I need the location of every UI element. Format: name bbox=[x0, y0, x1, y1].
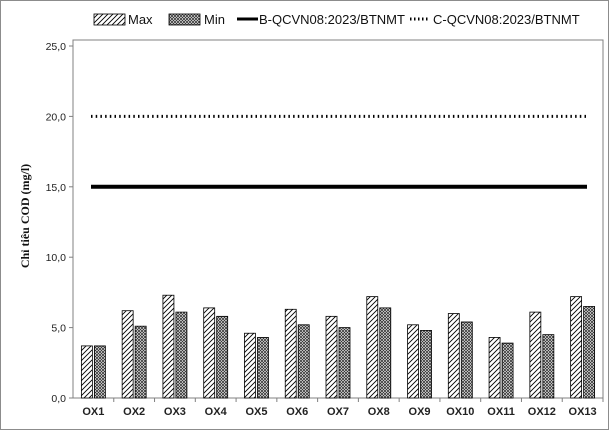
y-axis-title: Chỉ tiêu COD (mg/l) bbox=[18, 164, 32, 268]
bar-max-ox5 bbox=[244, 332, 256, 399]
bar-max-ox4 bbox=[203, 307, 216, 399]
x-axis: OX1 OX2 OX3 OX4 OX5 OX6 OX7 OX8 OX9 OX10 OX11 OX12 O… bbox=[82, 398, 604, 418]
bar-max-ox8 bbox=[366, 296, 379, 399]
bar-min-ox5 bbox=[257, 337, 269, 399]
x-tick-label-ox2: OX2 bbox=[123, 406, 145, 418]
legend-c-label: C-QCVN08:2023/BTNMT bbox=[433, 12, 580, 27]
legend: Max Min B-QCVN08:2023/BTNMT C-QCVN08:202… bbox=[93, 12, 580, 27]
legend-min-swatch bbox=[168, 13, 201, 26]
bar-min-ox11 bbox=[501, 342, 514, 399]
x-tick-label-ox6: OX6 bbox=[286, 406, 308, 418]
x-tick-label-ox12: OX12 bbox=[528, 406, 556, 418]
legend-min-label: Min bbox=[204, 12, 225, 27]
bar-min-ox6 bbox=[297, 324, 310, 399]
bar-max-ox10 bbox=[447, 313, 460, 399]
bar-max-ox12 bbox=[529, 311, 542, 399]
x-tick-label-ox3: OX3 bbox=[164, 406, 186, 418]
y-tick-label: 25,0 bbox=[46, 41, 67, 53]
plot-area bbox=[72, 39, 604, 399]
bar-min-ox12 bbox=[542, 334, 555, 399]
legend-max-label: Max bbox=[128, 12, 153, 27]
bar-max-ox9 bbox=[407, 324, 419, 399]
bar-max-ox13 bbox=[570, 296, 583, 399]
bars-group bbox=[80, 294, 596, 399]
reference-lines bbox=[91, 114, 587, 189]
bar-min-ox8 bbox=[379, 307, 392, 399]
bar-min-ox9 bbox=[420, 330, 432, 399]
y-tick-label: 20,0 bbox=[46, 111, 67, 123]
bar-max-ox7 bbox=[325, 315, 338, 399]
legend-b-label: B-QCVN08:2023/BTNMT bbox=[259, 12, 405, 27]
bar-max-ox2 bbox=[121, 310, 134, 399]
y-tick-label: 10,0 bbox=[46, 252, 67, 264]
y-axis: 0,0 5,0 10,0 15,0 20,0 25,0 bbox=[46, 41, 73, 405]
bar-min-ox13 bbox=[583, 306, 596, 399]
bar-max-ox3 bbox=[162, 294, 175, 399]
bar-min-ox7 bbox=[338, 327, 351, 399]
y-tick-label: 15,0 bbox=[46, 182, 67, 194]
bar-min-ox10 bbox=[460, 321, 473, 399]
bar-max-ox11 bbox=[488, 337, 501, 399]
y-tick-label: 0,0 bbox=[51, 393, 66, 405]
x-tick-label-ox5: OX5 bbox=[245, 406, 267, 418]
bar-max-ox1 bbox=[80, 345, 93, 399]
bar-min-ox3 bbox=[175, 311, 188, 399]
x-tick-label-ox4: OX4 bbox=[205, 406, 228, 418]
x-tick-label-ox13: OX13 bbox=[569, 406, 597, 418]
legend-max-swatch bbox=[93, 13, 126, 26]
x-tick-label-ox10: OX10 bbox=[446, 406, 474, 418]
x-tick-label-ox8: OX8 bbox=[368, 406, 390, 418]
x-tick-label-ox1: OX1 bbox=[82, 406, 104, 418]
x-tick-label-ox7: OX7 bbox=[327, 406, 349, 418]
x-tick-label-ox11: OX11 bbox=[487, 406, 515, 418]
bar-min-ox1 bbox=[93, 345, 106, 399]
bar-min-ox4 bbox=[216, 315, 229, 399]
x-tick-label-ox9: OX9 bbox=[409, 406, 431, 418]
bar-min-ox2 bbox=[134, 325, 147, 399]
y-tick-label: 5,0 bbox=[51, 323, 66, 335]
bar-max-ox6 bbox=[284, 308, 297, 399]
